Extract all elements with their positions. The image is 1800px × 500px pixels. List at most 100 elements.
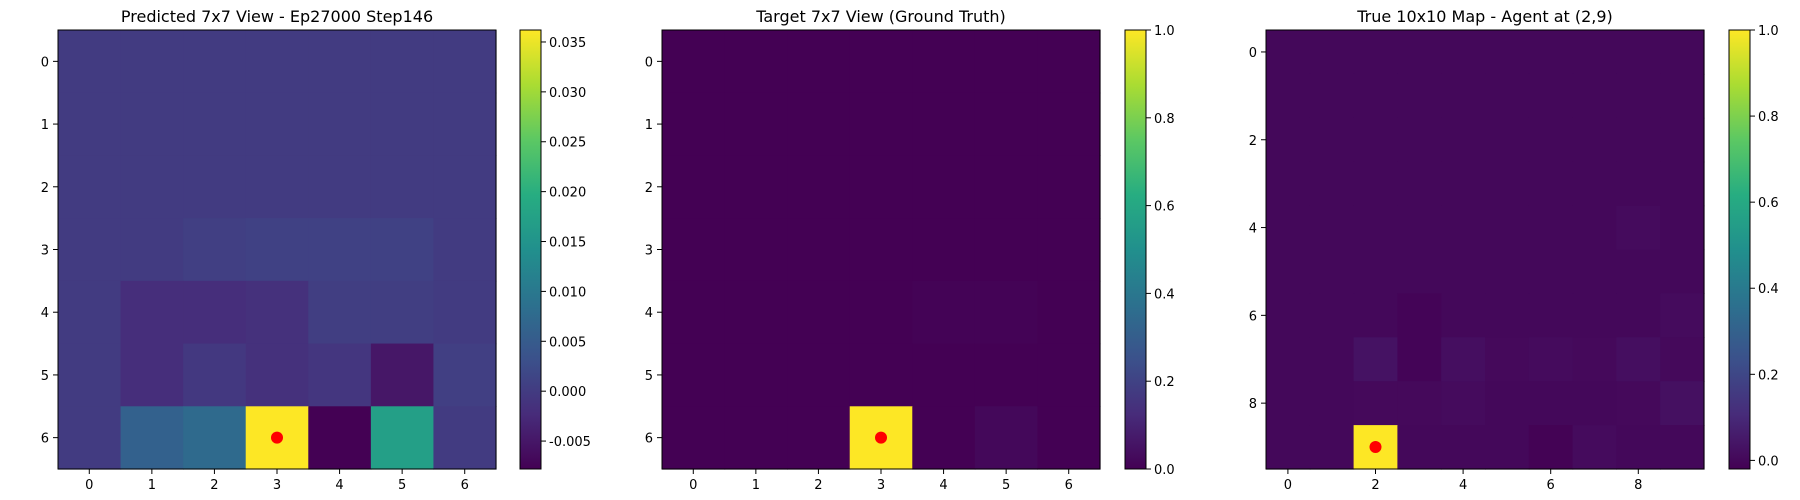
heatmap-panel-3: True 10x10 Map - Agent at (2,9) 0 2 4 6 8 0 2 4 6…: [1249, 7, 1779, 493]
heatmap-cell: [1309, 117, 1355, 163]
x-tick-label: 1: [752, 478, 760, 493]
heatmap-cell: [849, 155, 913, 219]
heatmap-cell: [662, 343, 726, 407]
heatmap-cell: [120, 280, 184, 345]
heatmap-cell: [1441, 337, 1486, 382]
heatmap-cell: [433, 406, 497, 470]
y-tick-label: 6: [1249, 309, 1257, 324]
y-tick-label: 2: [41, 181, 49, 196]
y-tick-label: 5: [645, 369, 653, 384]
heatmap-cell: [1528, 30, 1574, 75]
heatmap-cell: [1572, 73, 1617, 119]
heatmap-cell: [1266, 161, 1311, 207]
heatmap-cell: [1353, 249, 1398, 294]
heatmap-cell: [1037, 30, 1101, 94]
heatmap-cell: [1572, 249, 1617, 294]
heatmap-cell: [370, 92, 435, 157]
colorbar-tick-label: 0.025: [549, 136, 586, 151]
agent-marker: [271, 431, 283, 444]
heatmap-cell: [433, 30, 497, 94]
heatmap-cell: [787, 30, 851, 94]
heatmap-cell: [1353, 205, 1398, 251]
heatmap-cell: [912, 30, 976, 94]
heatmap-cell: [370, 218, 435, 282]
heatmap-cell: [245, 155, 309, 219]
heatmap-cell: [1353, 30, 1398, 75]
x-tick-label: 6: [1065, 478, 1073, 493]
y-tick-label: 4: [1249, 222, 1257, 237]
colorbar-tick-label: 0.2: [1758, 368, 1779, 383]
heatmap-cell: [1441, 249, 1486, 294]
y-tick-label: 3: [41, 244, 49, 259]
heatmap-cell: [1485, 381, 1530, 426]
heatmap-cell: [1572, 117, 1617, 163]
heatmap-cell: [1660, 117, 1705, 163]
x-tick-label: 4: [1459, 478, 1467, 493]
heatmap-cell: [787, 406, 851, 470]
heatmap-cell: [245, 30, 309, 94]
heatmap-cell: [370, 343, 435, 407]
heatmap-cell: [1485, 425, 1530, 470]
heatmap-cell: [1397, 73, 1442, 119]
heatmap-cell: [58, 92, 122, 157]
heatmap-cell: [1309, 73, 1355, 119]
heatmap-cell: [1572, 161, 1617, 207]
heatmap-cell: [787, 218, 851, 282]
x-tick-label: 5: [1002, 478, 1010, 493]
x-tick-label: 6: [1547, 478, 1555, 493]
heatmap-cell: [1397, 205, 1442, 251]
heatmap-cell: [183, 218, 247, 282]
heatmap-cell: [308, 30, 372, 94]
heatmap-cell: [1309, 381, 1355, 426]
heatmap-cell: [1616, 117, 1661, 163]
heatmap-cell: [1397, 425, 1442, 470]
heatmap-cell: [1660, 30, 1705, 75]
heatmap-cell: [433, 218, 497, 282]
heatmap-cell: [724, 280, 788, 345]
heatmap-cell: [308, 280, 372, 345]
heatmap-cell: [912, 155, 976, 219]
heatmap-cell: [1266, 293, 1311, 338]
heatmap-cell: [1572, 337, 1617, 382]
heatmap-cell: [1616, 337, 1661, 382]
heatmap-cell: [1353, 117, 1398, 163]
panel-title: Predicted 7x7 View - Ep27000 Step146: [121, 7, 433, 26]
heatmap-cell: [1037, 155, 1101, 219]
colorbar-tick-label: 0.8: [1154, 112, 1175, 127]
heatmap-cell: [1485, 293, 1530, 338]
heatmap-panel-1: Predicted 7x7 View - Ep27000 Step146 0 1 2 3…: [41, 7, 591, 493]
colorbar-tick-label: 0.035: [549, 36, 586, 51]
heatmap-cell: [849, 343, 913, 407]
heatmap-cell: [1485, 73, 1530, 119]
heatmap-cell: [1266, 205, 1311, 251]
panel-title: True 10x10 Map - Agent at (2,9): [1356, 7, 1613, 26]
heatmap-cell: [58, 30, 122, 94]
heatmap-cell: [787, 343, 851, 407]
heatmap-cell: [1528, 117, 1574, 163]
heatmap-cell: [787, 155, 851, 219]
heatmap-cell: [724, 343, 788, 407]
y-tick-label: 5: [41, 369, 49, 384]
heatmap-cell: [974, 218, 1039, 282]
heatmap-cell: [912, 218, 976, 282]
heatmap-cell: [1441, 205, 1486, 251]
heatmap-cell: [662, 218, 726, 282]
heatmap-cell: [1266, 73, 1311, 119]
colorbar-tick-label: 0.8: [1758, 110, 1779, 125]
y-tick-label: 6: [41, 432, 49, 447]
heatmap-cell: [245, 218, 309, 282]
heatmap-cell: [1441, 73, 1486, 119]
axes-frame: [1265, 29, 1705, 470]
x-tick-label: 2: [1371, 478, 1379, 493]
heatmap-cell: [1616, 293, 1661, 338]
heatmap-cell: [1528, 73, 1574, 119]
heatmap-cell: [849, 30, 913, 94]
colorbar-tick-label: 0.2: [1154, 375, 1175, 390]
heatmap-cell: [183, 280, 247, 345]
heatmap-cell: [1616, 205, 1661, 251]
heatmap-cell: [724, 218, 788, 282]
heatmap-cell: [1616, 381, 1661, 426]
heatmap-panel-2: Target 7x7 View (Ground Truth) 0 1 2 3 4 5 6 0 1 2…: [645, 7, 1175, 493]
heatmap-cell: [1353, 337, 1398, 382]
heatmap-cell: [58, 280, 122, 345]
